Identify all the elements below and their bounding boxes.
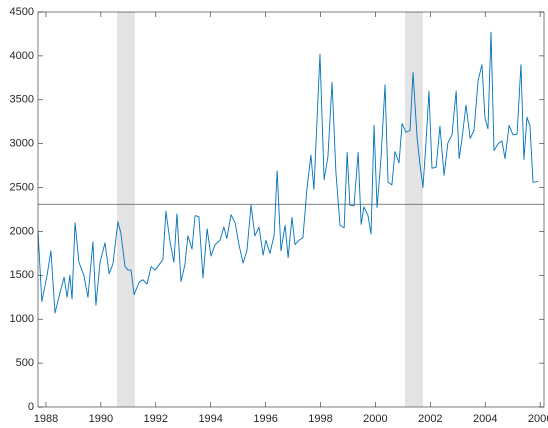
y-tick-label: 1000 <box>10 313 34 325</box>
y-tick-label: 2000 <box>10 225 34 237</box>
x-tick-label: 2006 <box>528 413 548 425</box>
x-tick-label: 1998 <box>308 413 332 425</box>
y-tick-label: 4500 <box>10 6 34 18</box>
x-tick-label: 1996 <box>253 413 277 425</box>
y-tick-label: 3500 <box>10 94 34 106</box>
data-line <box>37 31 539 314</box>
y-tick-label: 1500 <box>10 269 34 281</box>
y-tick-label: 0 <box>28 401 34 413</box>
y-tick-label: 2500 <box>10 181 34 193</box>
axes-box <box>37 11 545 408</box>
x-tick-label: 1994 <box>198 413 222 425</box>
x-tick-label: 2000 <box>363 413 387 425</box>
plot-area <box>38 12 544 407</box>
x-tick-label: 1988 <box>34 413 58 425</box>
x-tick-label: 2004 <box>473 413 497 425</box>
x-tick-label: 2002 <box>418 413 442 425</box>
x-tick-label: 1990 <box>89 413 113 425</box>
y-tick-label: 500 <box>16 357 34 369</box>
shaded-band <box>117 12 135 407</box>
y-tick-label: 4000 <box>10 50 34 62</box>
x-tick-label: 1992 <box>144 413 168 425</box>
y-tick-label: 3000 <box>10 138 34 150</box>
shaded-band <box>405 12 423 407</box>
